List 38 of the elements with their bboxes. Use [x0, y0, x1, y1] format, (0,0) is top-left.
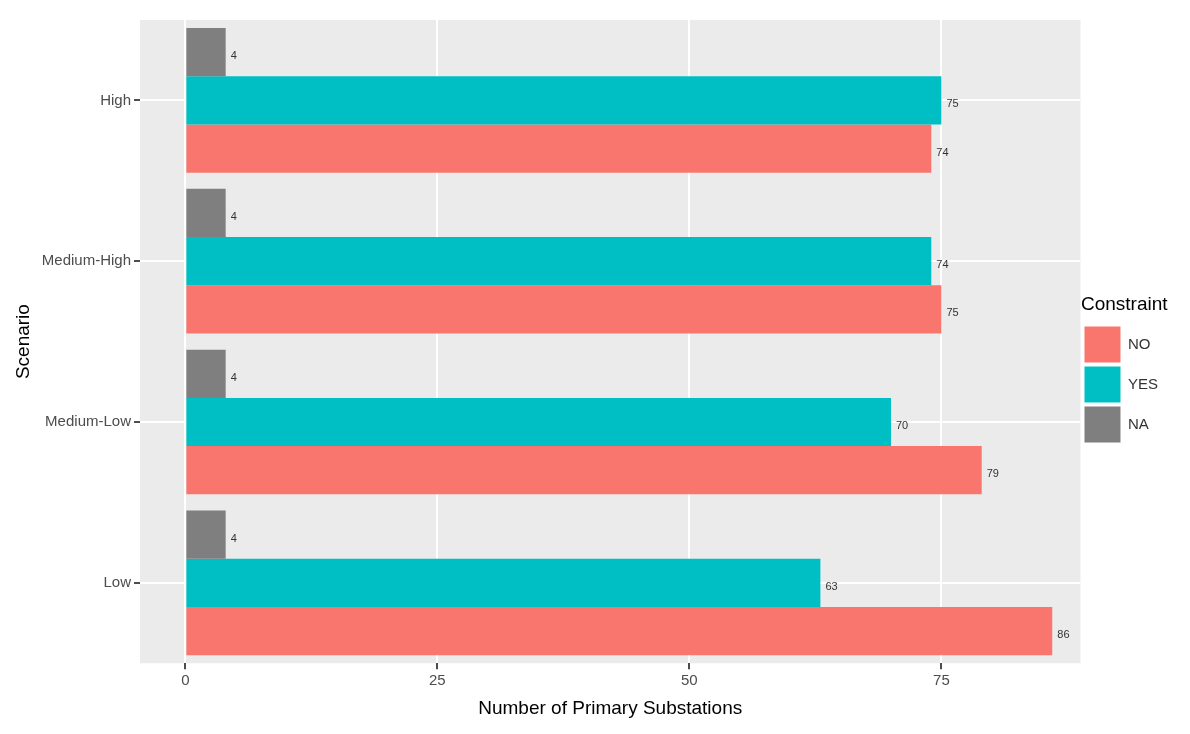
data-label: 75 [946, 97, 959, 110]
data-label: 86 [1057, 628, 1070, 641]
legend-label: YES [1127, 374, 1158, 392]
data-label: 75 [946, 306, 959, 319]
data-label: 4 [230, 531, 237, 544]
bar [186, 558, 821, 607]
data-label: 74 [936, 145, 949, 158]
data-label: 79 [986, 467, 999, 480]
data-label: 4 [230, 209, 237, 222]
bar [186, 28, 226, 77]
bar [186, 397, 891, 447]
x-tick-label: 75 [933, 671, 950, 689]
bar [186, 446, 982, 495]
data-label: 4 [230, 49, 237, 62]
y-axis-title: Scenario [11, 304, 33, 380]
legend-label: NA [1127, 414, 1149, 432]
legend-label: NO [1127, 334, 1151, 352]
bar [186, 510, 226, 559]
legend-title: Constraint [1080, 293, 1169, 315]
y-tick-label: Low [103, 572, 132, 590]
x-tick-label: 50 [681, 671, 698, 689]
bar [186, 237, 932, 286]
bar [186, 124, 932, 173]
data-label: 63 [825, 579, 838, 592]
y-tick-label: Medium-Low [45, 412, 132, 430]
bar [186, 606, 1053, 656]
data-label: 74 [936, 258, 949, 271]
x-axis-title: Number of Primary Substations [478, 696, 743, 718]
bar [186, 349, 226, 398]
bar [186, 285, 942, 334]
data-label: 70 [895, 419, 909, 432]
bar [186, 76, 942, 125]
y-tick-label: Medium-High [41, 251, 131, 269]
data-label: 4 [230, 370, 237, 383]
y-tick-label: High [100, 90, 131, 108]
x-tick-label: 25 [429, 671, 446, 689]
bar [186, 188, 226, 238]
x-tick-label: 0 [181, 671, 190, 689]
